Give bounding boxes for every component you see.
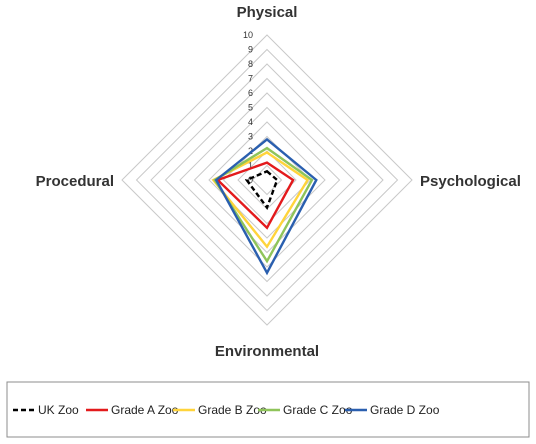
- axis-label-procedural: Procedural: [36, 173, 114, 190]
- series-grade-a-zoo: [215, 161, 295, 230]
- tick-label: 4: [248, 117, 253, 127]
- axis-label-psychological: Psychological: [420, 173, 521, 190]
- tick-label: 7: [248, 74, 253, 84]
- tick-label: 8: [248, 59, 253, 69]
- grid-ring: [193, 106, 341, 254]
- legend-label: Grade A Zoo: [111, 403, 179, 417]
- grid-ring: [164, 77, 370, 283]
- legend-items: UK Zoo Grade A Zoo Grade B Zoo Grade C Zoo G…: [13, 403, 440, 417]
- series-grade-d-zoo: [214, 137, 318, 276]
- legend-label: Grade C Zoo: [283, 403, 353, 417]
- grid-ring: [179, 92, 355, 268]
- tick-label: 2: [248, 146, 253, 156]
- tick-label: 0: [248, 175, 253, 185]
- grid-ring: [150, 63, 384, 297]
- tick-label: 6: [248, 88, 253, 98]
- series-layer: [211, 137, 318, 276]
- tick-label: 1: [248, 161, 253, 171]
- legend: UK Zoo Grade A Zoo Grade B Zoo Grade C Zoo G…: [6, 381, 530, 438]
- tick-label: 3: [248, 132, 253, 142]
- axis-label-environmental: Environmental: [215, 343, 319, 360]
- axis-label-physical: Physical: [237, 4, 298, 21]
- grid-layer: [121, 34, 413, 326]
- grid-ring: [135, 48, 399, 312]
- grid-ring: [121, 34, 413, 326]
- legend-label: Grade B Zoo: [198, 403, 267, 417]
- series-uk-zoo: [244, 169, 279, 211]
- tick-label: 9: [248, 45, 253, 55]
- legend-label: UK Zoo: [38, 403, 79, 417]
- axis-labels: Physical Psychological Environmental Pro…: [36, 4, 521, 360]
- tick-label: 5: [248, 103, 253, 113]
- grid-ring: [208, 121, 326, 239]
- series-grade-c-zoo: [213, 146, 314, 264]
- tick-label: 10: [243, 30, 253, 40]
- legend-label: Grade D Zoo: [370, 403, 440, 417]
